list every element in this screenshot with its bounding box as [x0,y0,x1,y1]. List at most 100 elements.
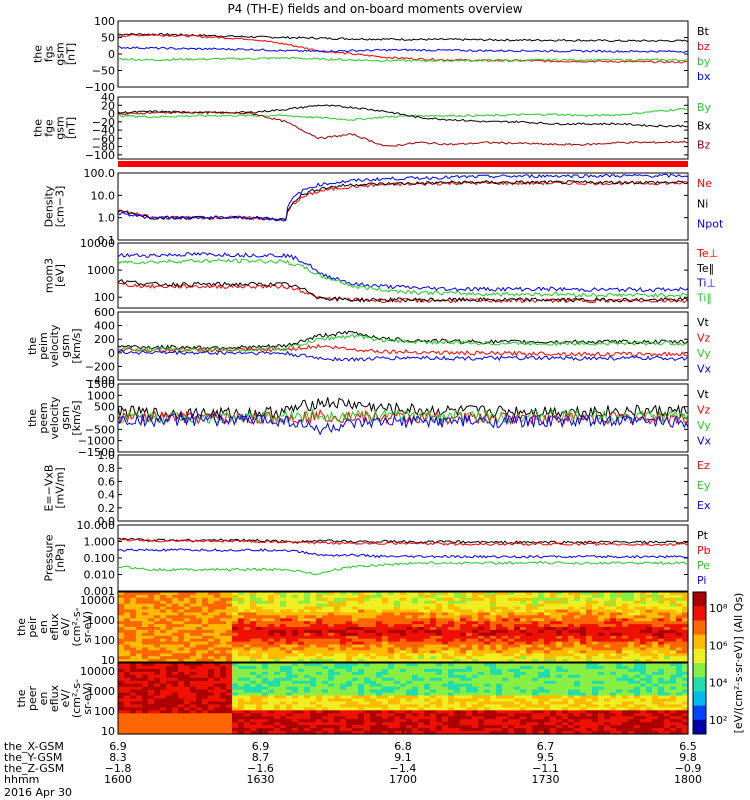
heatmap-cell [364,671,371,676]
heatmap-cell [160,728,167,732]
heatmap-cell [370,725,377,729]
heatmap-cell [574,627,581,631]
y-tick-label: 10.0 [91,189,116,202]
heatmap-cell [148,641,155,646]
heatmap-cell [280,609,287,613]
heatmap-cell [376,692,383,697]
heatmap-cell [298,674,305,679]
heatmap-cell [436,594,443,599]
heatmap-cell [532,650,539,654]
heatmap-cell [496,704,503,708]
heatmap-cell [562,606,569,611]
heatmap-cell [436,603,443,608]
heatmap-cell [442,686,449,691]
heatmap-cell [562,638,569,643]
heatmap-cell [208,707,215,711]
heatmap-cell [184,632,191,637]
heatmap-cell [418,698,425,703]
heatmap-cell [316,609,323,613]
heatmap-cell [442,722,449,726]
heatmap-cell [304,629,311,634]
heatmap-cell [256,612,263,616]
heatmap-cell [376,683,383,688]
heatmap-cell [196,677,203,682]
colorbar-segment [693,648,706,664]
heatmap-cell [142,647,149,651]
heatmap-cell [430,683,437,688]
heatmap-cell [640,671,647,676]
heatmap-cell [322,659,329,663]
heatmap-cell [292,692,299,697]
heatmap-cell [568,644,575,648]
heatmap-cell [118,731,125,735]
heatmap-cell [340,722,347,726]
heatmap-cell [424,638,431,643]
heatmap-cell [664,731,671,735]
heatmap-cell [580,674,587,679]
x-row-label: hhmm [4,773,39,786]
heatmap-cell [256,698,263,703]
heatmap-cell [232,722,239,726]
heatmap-cell [496,710,503,714]
heatmap-cell [304,635,311,640]
heatmap-cell [592,615,599,619]
heatmap-cell [184,615,191,619]
heatmap-cell [160,597,167,602]
heatmap-cell [142,686,149,691]
legend-pressure-2: Pe [697,559,710,572]
heatmap-cell [340,627,347,631]
heatmap-cell [502,627,509,631]
heatmap-cell [406,728,413,732]
heatmap-cell [454,644,461,648]
heatmap-cell [304,659,311,663]
heatmap-cell [538,722,545,726]
heatmap-cell [196,621,203,625]
heatmap-cell [514,686,521,691]
heatmap-cell [154,683,161,688]
heatmap-cell [466,624,473,628]
heatmap-cell [592,680,599,685]
heatmap-cell [670,692,677,697]
heatmap-cell [166,612,173,616]
heatmap-cell [142,621,149,625]
heatmap-cell [460,644,467,648]
y-axis-label: gsm [54,42,67,65]
heatmap-cell [196,666,203,670]
heatmap-cell [622,653,629,657]
heatmap-cell [214,731,221,735]
heatmap-cell [328,689,335,694]
heatmap-cell [328,707,335,711]
heatmap-cell [442,713,449,717]
heatmap-cell [454,707,461,711]
heatmap-cell [286,606,293,611]
heatmap-cell [118,600,125,605]
heatmap-cell [568,653,575,657]
heatmap-cell [160,663,167,667]
heatmap-cell [394,592,401,596]
heatmap-cell [148,668,155,673]
heatmap-cell [532,621,539,625]
series-fgs-0 [117,32,689,43]
heatmap-cell [466,725,473,729]
heatmap-cell [334,713,341,717]
heatmap-cell [508,647,515,651]
heatmap-cell [574,659,581,663]
heatmap-cell [154,597,161,602]
heatmap-cell [610,680,617,685]
heatmap-cell [166,632,173,637]
panel-peir_en: 10000100010010thepeirenefluxeV/(cm²-s-sr… [15,591,689,667]
heatmap-cell [370,600,377,605]
heatmap-cell [316,638,323,643]
heatmap-cell [562,716,569,720]
heatmap-cell [484,704,491,708]
heatmap-cell [454,621,461,625]
heatmap-cell [676,725,683,729]
heatmap-cell [298,680,305,685]
heatmap-cell [616,707,623,711]
heatmap-cell [430,629,437,634]
heatmap-cell [214,698,221,703]
legend-temp-0: Te⊥ [696,247,718,260]
heatmap-cell [148,621,155,625]
heatmap-cell [610,663,617,667]
